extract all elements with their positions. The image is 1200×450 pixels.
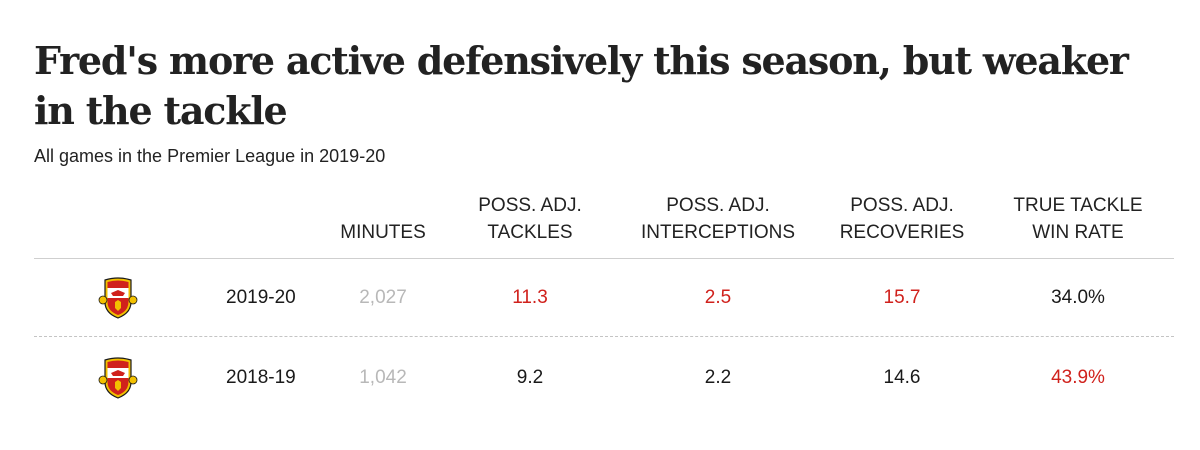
table-cell: 15.7 bbox=[883, 287, 921, 308]
season-label: 2018-19 bbox=[226, 367, 296, 388]
table-cell: 11.3 bbox=[512, 287, 548, 308]
column-header: MINUTES bbox=[308, 190, 458, 246]
column-header-line: TRUE TACKLE bbox=[1013, 195, 1143, 216]
table-row: 2018-19 1,042 9.2 2.2 14.6 43.9% bbox=[0, 348, 1200, 408]
table-cell: 1,042 bbox=[359, 367, 407, 388]
table-cell: 9.2 bbox=[516, 367, 544, 388]
chart-subtitle: All games in the Premier League in 2019-… bbox=[34, 146, 386, 166]
table-cell: 2.5 bbox=[704, 287, 732, 308]
column-header-line: TACKLES bbox=[487, 222, 573, 243]
row-divider bbox=[34, 336, 1174, 337]
column-header: POSS. ADJ. INTERCEPTIONS bbox=[613, 190, 823, 246]
header-divider bbox=[34, 258, 1174, 259]
column-header: TRUE TACKLE WIN RATE bbox=[983, 190, 1173, 246]
manchester-united-crest-icon bbox=[98, 277, 138, 319]
chart-title: Fred's more active defensively this seas… bbox=[34, 38, 1129, 133]
table-cell: 14.6 bbox=[883, 367, 921, 388]
table-row: 2019-20 2,027 11.3 2.5 15.7 34.0% bbox=[0, 268, 1200, 328]
column-header: POSS. ADJ. RECOVERIES bbox=[817, 190, 987, 246]
column-header-line: POSS. ADJ. bbox=[850, 195, 954, 216]
manchester-united-crest-icon bbox=[98, 357, 138, 399]
table-cell: 34.0% bbox=[1051, 287, 1105, 308]
table-cell: 2.2 bbox=[704, 367, 732, 388]
column-header-line: MINUTES bbox=[340, 222, 426, 243]
column-header-line: INTERCEPTIONS bbox=[640, 222, 796, 243]
column-header-line: WIN RATE bbox=[1032, 222, 1124, 243]
column-header-line: POSS. ADJ. bbox=[666, 195, 770, 216]
season-label: 2019-20 bbox=[226, 287, 296, 308]
column-header-line: RECOVERIES bbox=[839, 222, 965, 243]
column-header-line: POSS. ADJ. bbox=[478, 195, 582, 216]
table-cell: 43.9% bbox=[1051, 367, 1105, 388]
table-cell: 2,027 bbox=[359, 287, 407, 308]
column-header: POSS. ADJ. TACKLES bbox=[445, 190, 615, 246]
